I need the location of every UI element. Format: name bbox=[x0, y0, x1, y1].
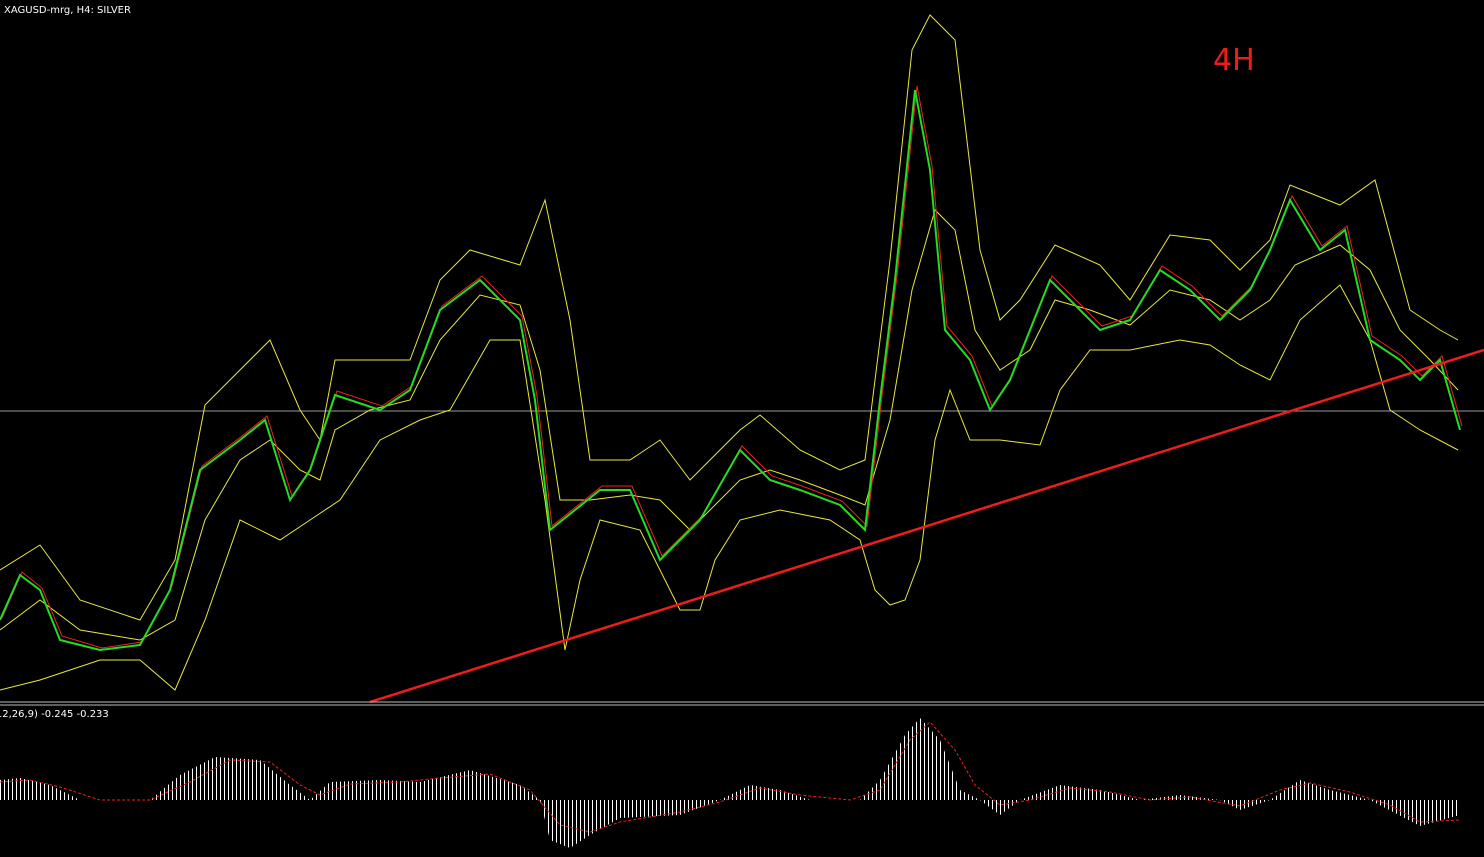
timeframe-annotation: 4H bbox=[1213, 43, 1255, 78]
macd-signal-line bbox=[0, 721, 1461, 833]
bollinger-lower bbox=[0, 284, 1459, 691]
bollinger-middle bbox=[0, 209, 1459, 641]
trend-line bbox=[369, 348, 1484, 704]
indicator-label: MACD(12,26,9) -0.245 -0.233 bbox=[0, 709, 109, 720]
chart-title: XAGUSD-mrg, H4: SILVER bbox=[4, 5, 131, 16]
price-line bbox=[0, 89, 1461, 652]
bollinger-upper bbox=[0, 14, 1459, 621]
